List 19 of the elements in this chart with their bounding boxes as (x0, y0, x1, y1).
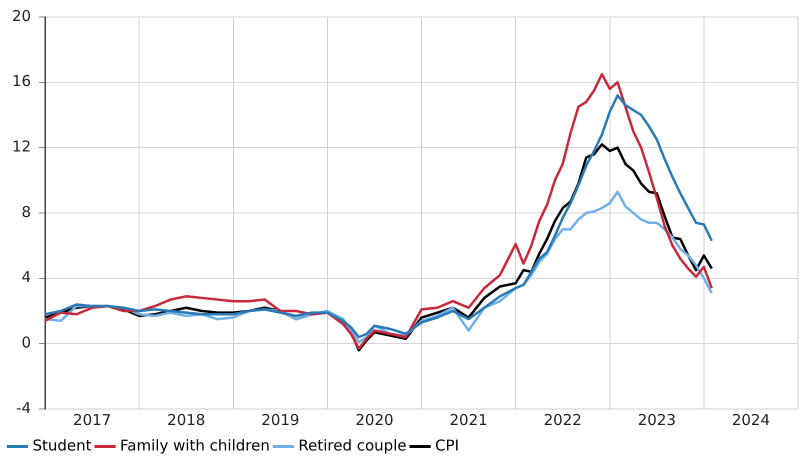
y-tick-label: 0 (22, 334, 32, 352)
x-tick-label: 2019 (261, 410, 300, 429)
x-tick-label: 2020 (355, 410, 394, 429)
x-tick-label: 2022 (544, 410, 582, 429)
y-tick-label: 4 (22, 268, 32, 286)
x-tick-label: 2021 (450, 410, 488, 429)
y-tick-label: 12 (12, 138, 32, 156)
y-tick-label: 20 (12, 6, 32, 25)
legend-label: Student (32, 436, 92, 454)
x-tick-label: 2018 (167, 410, 206, 429)
y-tick-label: -4 (16, 398, 32, 417)
y-tick-label: 8 (22, 202, 32, 221)
x-tick-label: 2024 (732, 410, 770, 429)
x-tick-label: 2017 (73, 410, 112, 429)
legend-label: Family with children (120, 436, 270, 454)
y-tick-label: 16 (12, 72, 32, 90)
legend-label: Retired couple (298, 436, 407, 454)
legend-label: CPI (435, 436, 460, 454)
x-tick-label: 2023 (638, 410, 676, 429)
